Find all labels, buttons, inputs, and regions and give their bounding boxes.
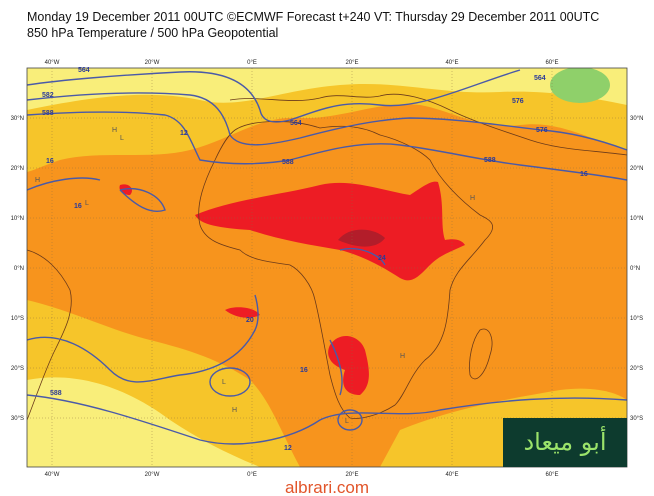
lon-label: 20°E (345, 472, 358, 478)
lat-label: 10°S (630, 316, 643, 322)
coastline-africa (198, 121, 494, 419)
grid (27, 68, 627, 467)
lat-label: 20°N (11, 166, 24, 172)
contour-588 (27, 111, 627, 181)
lon-label: 40°E (445, 60, 458, 66)
coastline-madagascar (469, 328, 493, 380)
lon-label: 60°E (545, 472, 558, 478)
contour-label: 564 (290, 120, 302, 127)
lon-label: 40°W (45, 60, 60, 66)
marker: L (85, 200, 89, 207)
contour-label: 16 (300, 367, 308, 374)
lon-label: 20°W (145, 472, 160, 478)
field-red-central (195, 181, 465, 281)
lon-label: 0°E (247, 60, 257, 66)
lon-label: 60°E (545, 60, 558, 66)
title: Monday 19 December 2011 00UTC ©ECMWF For… (27, 10, 599, 24)
marker: H (112, 127, 117, 134)
marker: H (232, 407, 237, 414)
contour-label: 16 (46, 158, 54, 165)
longitude-labels: 40°W 40°W 20°W 20°W 0°E 0°E 20°E 20°E 40°E 40°E 60… (45, 60, 559, 478)
lat-label: 20°S (11, 366, 24, 372)
contour-label: 576 (512, 98, 524, 105)
contour-12-north (27, 177, 166, 212)
contour-label: 588 (282, 159, 294, 166)
lat-label: 10°N (11, 216, 24, 222)
contour-576 (27, 92, 627, 151)
lat-label: 20°S (630, 366, 643, 372)
contour-16-south (27, 294, 259, 383)
contour-label: 564 (534, 75, 546, 82)
lat-label: 0°N (630, 266, 640, 272)
lon-label: 20°W (145, 60, 160, 66)
field-darkred (338, 229, 385, 247)
field-red-small (225, 307, 260, 318)
field-green (550, 68, 610, 103)
contour-564 (27, 69, 521, 123)
lon-label: 40°E (445, 472, 458, 478)
contour-label: 588 (484, 157, 496, 164)
subtitle: 850 hPa Temperature / 500 hPa Geopotenti… (27, 26, 278, 40)
contour-588-south (27, 394, 627, 445)
logo-text: أبو ميعاد (523, 426, 606, 456)
lat-label: 20°N (630, 166, 643, 172)
contour-label: 16 (74, 203, 82, 210)
logo-box (503, 418, 627, 467)
marker: L (222, 379, 226, 386)
contour-low (209, 367, 251, 397)
footer: albrari.com (285, 478, 369, 496)
marker: H (470, 195, 475, 202)
lat-label: 30°S (11, 416, 24, 422)
marker: L (120, 135, 124, 142)
lat-label: 10°S (11, 316, 24, 322)
contour-label: 24 (378, 255, 386, 262)
map-frame (26, 67, 628, 468)
contour-label: 16 (580, 171, 588, 178)
marker: H (35, 177, 40, 184)
lat-label: 30°N (630, 116, 643, 122)
field-lightyellow-north (27, 68, 627, 110)
coastline-south-america (27, 249, 72, 421)
lon-label: 40°W (45, 472, 60, 478)
contour-label: 576 (536, 127, 548, 134)
contour-label: 582 (42, 92, 54, 99)
contour-label: 564 (78, 67, 90, 74)
lat-label: 30°N (11, 116, 24, 122)
marker: H (400, 353, 405, 360)
lon-label: 20°E (345, 60, 358, 66)
contour-label: 12 (284, 445, 292, 452)
contour-label: 12 (180, 130, 188, 137)
lat-label: 30°S (630, 416, 643, 422)
lon-label: 0°E (247, 472, 257, 478)
lat-label: 10°N (630, 216, 643, 222)
contour-24 (329, 248, 386, 396)
contour-label: 588 (42, 110, 54, 117)
field-red-south (328, 335, 369, 395)
lat-label: 0°N (14, 266, 24, 272)
contour-label: 588 (50, 390, 62, 397)
latitude-labels: 30°N 30°N 20°N 20°N 10°N 10°N 0°N 0°N 10°S 10°S 20… (11, 116, 644, 422)
contour-low-cape (337, 409, 363, 431)
map-area: 564 564 582 588 576 588 12 16 16 16 24 2… (11, 60, 644, 478)
marker: L (345, 418, 349, 425)
contour-label: 20 (246, 317, 254, 324)
